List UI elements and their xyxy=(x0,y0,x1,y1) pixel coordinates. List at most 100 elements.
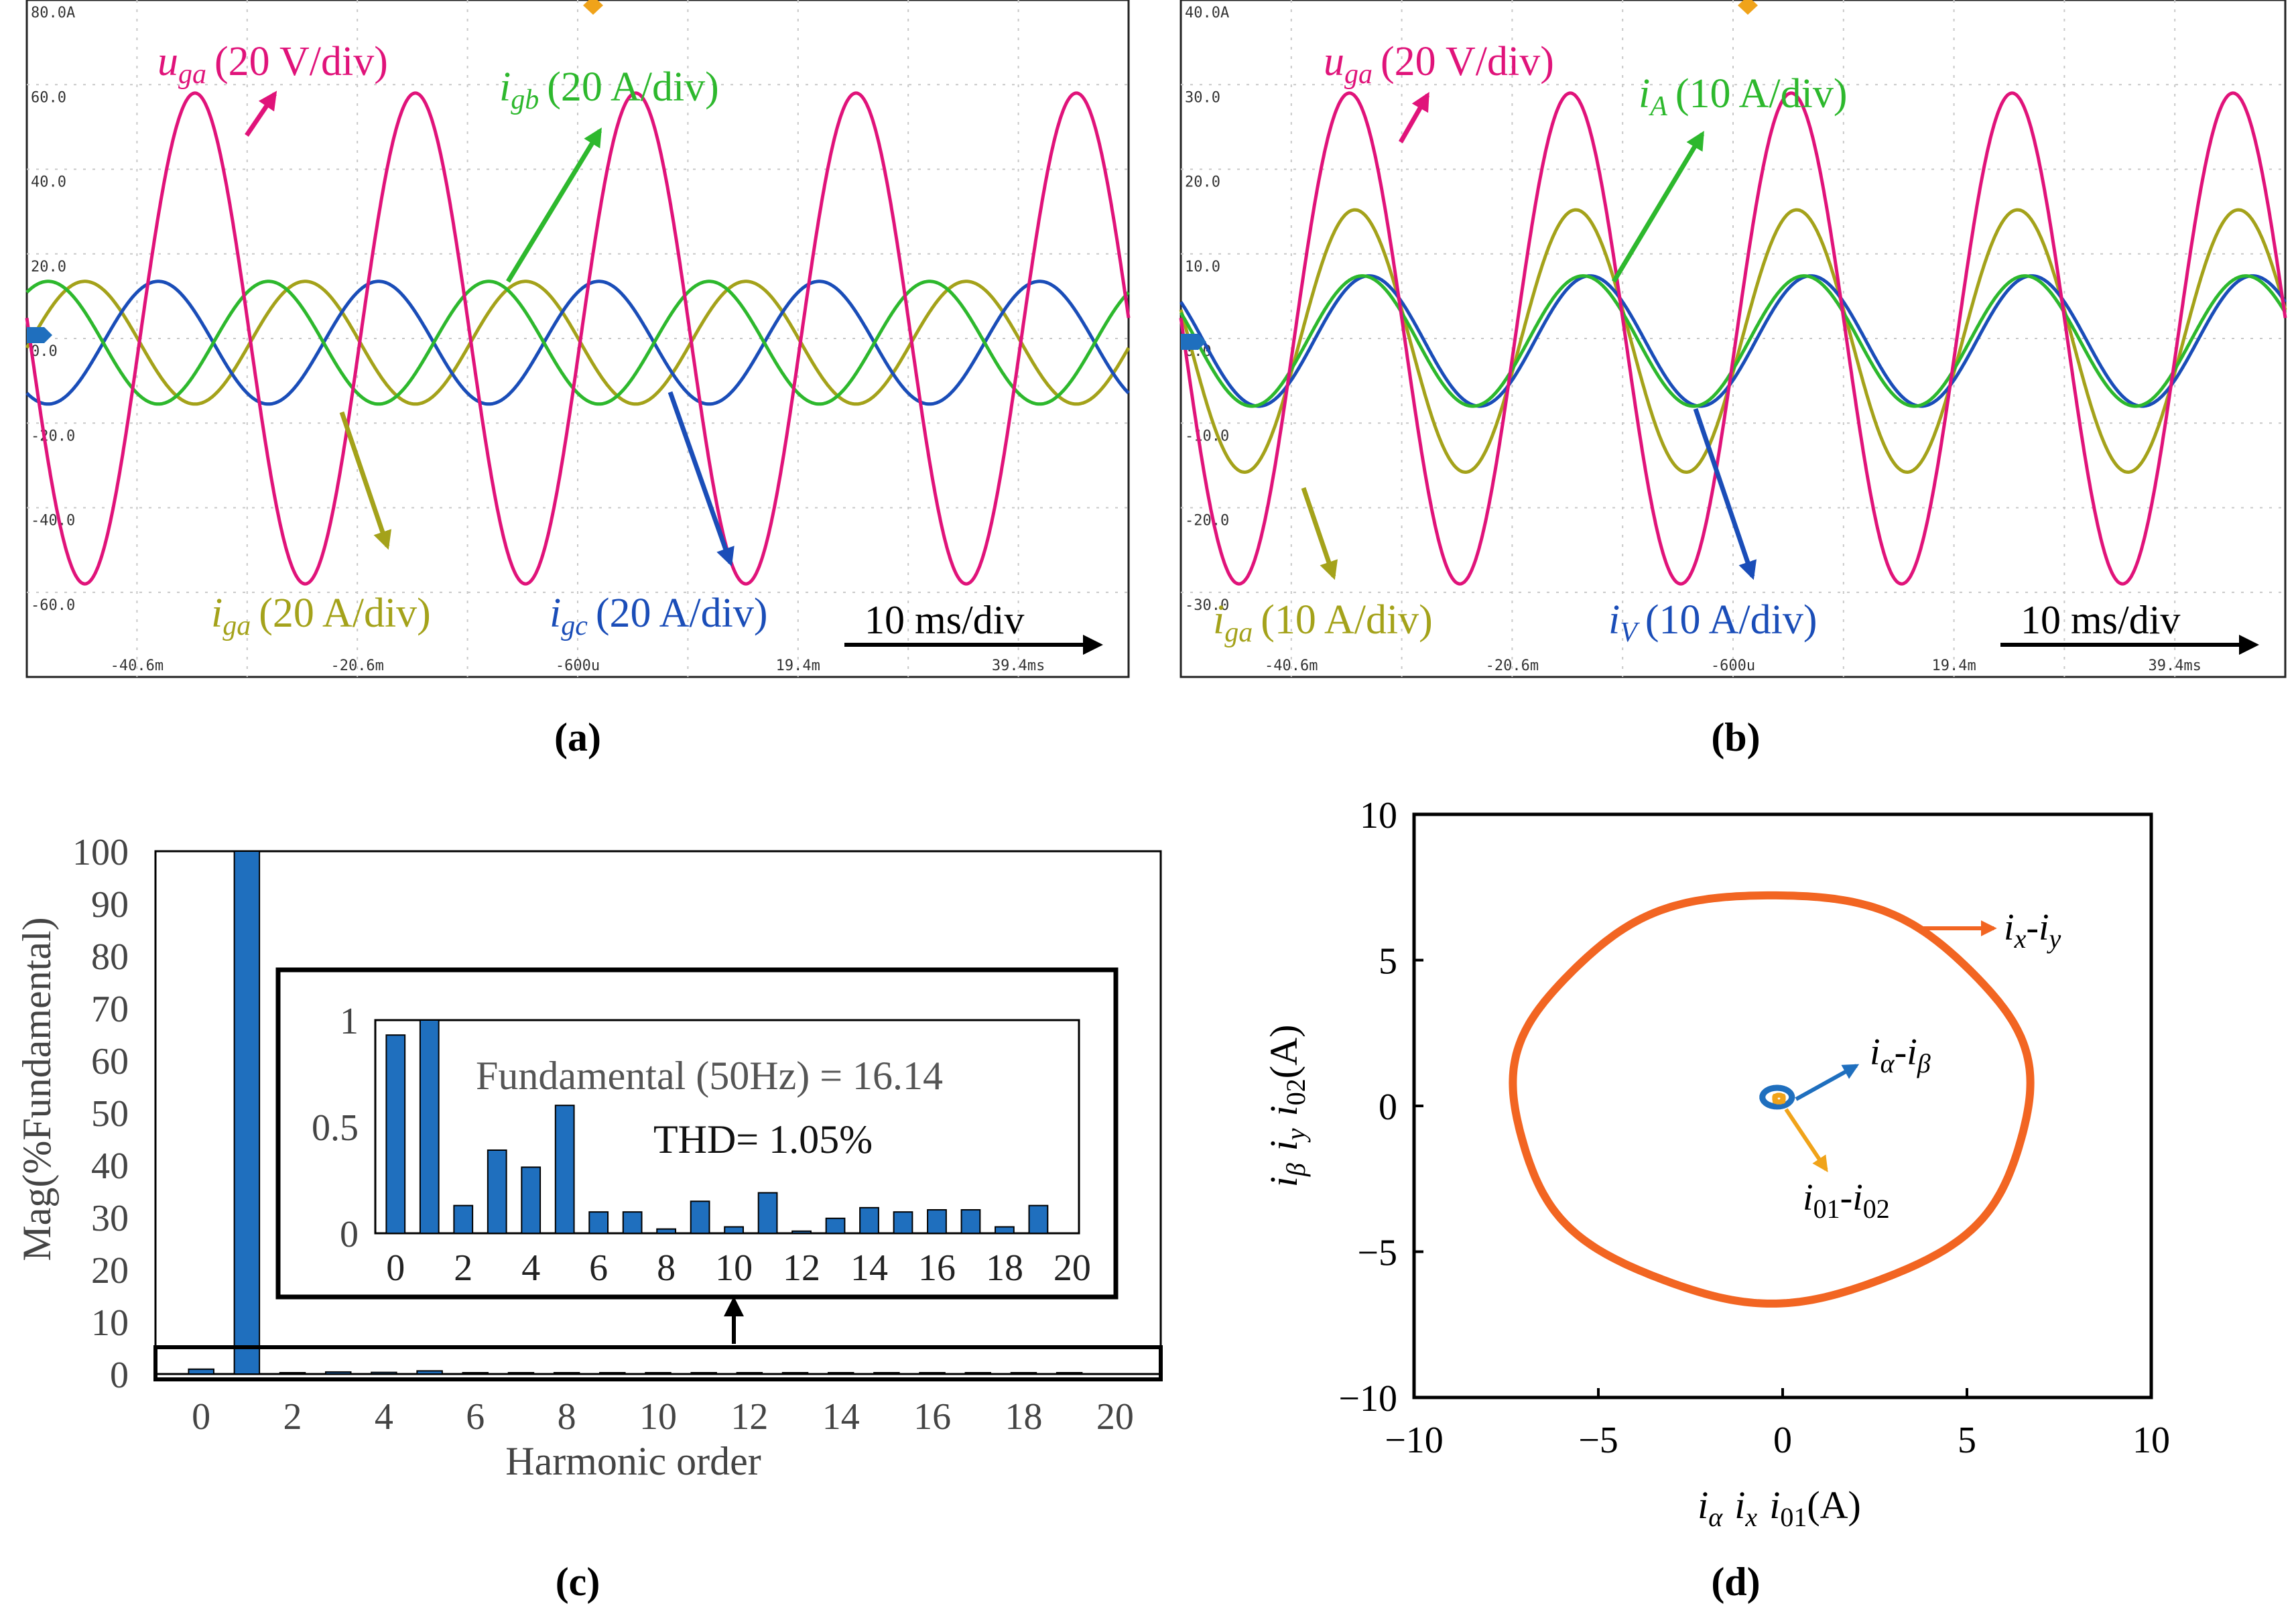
panel-c-bars xyxy=(188,851,1083,1375)
panel-a-x-scale-labels: -40.6m -20.6m -600u 19.4m 39.4ms xyxy=(111,658,1045,674)
panel-b-traces xyxy=(1179,91,2287,586)
panel-b-grid xyxy=(1181,0,2285,677)
panel-a-i-ga-base: i xyxy=(211,590,222,636)
panel-a-i-gc-sub: gc xyxy=(561,611,588,641)
panel-b-i-ga-sub: ga xyxy=(1224,617,1253,648)
panel-c-bar xyxy=(553,1372,580,1375)
panel-a-i-gc-label: igc (20 A/div) xyxy=(550,590,768,641)
panel-b-i-v-label: iV (10 A/div) xyxy=(1608,597,1817,648)
panel-d-x-tick-label: −10 xyxy=(1385,1420,1444,1461)
panel-c-inset-x-tick-label: 8 xyxy=(657,1247,676,1289)
panel-d-xlabel-i1: i xyxy=(1698,1483,1708,1527)
panel-b-x-scale-labels: -40.6m -20.6m -600u 19.4m 39.4ms xyxy=(1265,658,2202,674)
panel-a-i-gb-base: i xyxy=(499,64,511,110)
panel-c-y-axis-label: Mag(%Fundamental) xyxy=(15,917,59,1261)
panel-b-trigger-marker-icon xyxy=(1738,0,1758,15)
panel-d-ialpha-ibeta-label: iα-iβ xyxy=(1870,1032,1931,1078)
panel-a-trigger-marker-icon xyxy=(583,0,603,15)
panel-b-u-ga-unit: (20 V/div) xyxy=(1381,39,1554,84)
panel-a-caption: (a) xyxy=(554,715,601,759)
panel-c-inset-bar xyxy=(859,1206,879,1234)
panel-a-u-ga-base: u xyxy=(157,39,178,84)
panel-d-y-tick-label: 10 xyxy=(1360,795,1397,836)
panel-a-ground-marker-icon xyxy=(27,327,52,343)
panel-c-inset-bar xyxy=(927,1209,947,1235)
panel-b-i-a-sub: A xyxy=(1648,91,1667,122)
a-trace-i-ga xyxy=(25,279,1131,406)
panel-c-inset-bar xyxy=(757,1192,778,1234)
b-y-scale-label: 40.0A xyxy=(1185,5,1229,21)
panel-c-x-tick-label: 6 xyxy=(466,1396,485,1438)
panel-d-ix-iy-label: ix-iy xyxy=(2004,907,2061,954)
panel-d-xlabel-i3: i xyxy=(1769,1483,1780,1527)
panel-d-trajectory-ix-iy xyxy=(1509,891,2035,1308)
panel-d-y-tick-label: 5 xyxy=(1379,941,1397,983)
panel-a-u-ga-unit: (20 V/div) xyxy=(214,39,388,84)
a-y-scale-label: -60.0 xyxy=(31,597,75,614)
panel-d-i01-i02-label: i01-i02 xyxy=(1803,1177,1890,1224)
panel-c-bar xyxy=(599,1372,626,1375)
panel-d-xlabel-i2: i xyxy=(1734,1483,1745,1527)
a-y-scale-label: 0.0 xyxy=(31,343,58,360)
panel-c-inset-bar xyxy=(487,1149,507,1234)
panel-b-i-ga-unit: (10 A/div) xyxy=(1261,597,1433,643)
panel-d-x-tick-label: −5 xyxy=(1578,1420,1618,1461)
panel-b-u-ga-base: u xyxy=(1324,39,1344,84)
panel-c-y-tick-label: 40 xyxy=(91,1145,129,1187)
panel-c-bar xyxy=(736,1372,763,1375)
panel-a-i-gb-sub: gb xyxy=(511,84,539,115)
panel-a-i-gc-base: i xyxy=(550,590,561,636)
panel-d-xlabel-unit: (A) xyxy=(1807,1483,1861,1527)
panel-d-y-axis-label: iβiyi02(A) xyxy=(1262,1025,1311,1188)
panel-d-ialpha-ibeta-base1: i xyxy=(1870,1032,1880,1073)
panel-d-i01-i02-base2: i xyxy=(1852,1177,1863,1219)
panel-d-ylabel-i3: i xyxy=(1262,1105,1305,1116)
panel-c-inset-y-tick-label: 1 xyxy=(340,1001,359,1042)
panel-a-u-ga-arrow xyxy=(245,90,277,137)
panel-c-inset-bar xyxy=(724,1226,744,1234)
panel-d-y-tick-label: −10 xyxy=(1338,1378,1397,1420)
panel-b-i-v-sub: V xyxy=(1620,617,1640,648)
panel-d-ix-iy-sub2: y xyxy=(2047,924,2061,954)
panel-d-ialpha-ibeta-arrow xyxy=(1795,1064,1860,1101)
panel-c-y-tick-label: 70 xyxy=(91,989,129,1030)
b-y-scale-label: -20.0 xyxy=(1185,513,1229,529)
panel-b-i-v-base: i xyxy=(1608,597,1620,643)
panel-d-xlabel-s2: x xyxy=(1744,1502,1757,1532)
panel-d-ylabel-s2: y xyxy=(1281,1128,1311,1143)
a-y-scale-label: -40.0 xyxy=(31,513,75,529)
panel-c-y-tick-label: 30 xyxy=(91,1198,129,1239)
panel-c-inset-x-tick-label: 18 xyxy=(986,1247,1023,1289)
panel-c-inset-x-tick-label: 4 xyxy=(521,1247,540,1289)
panel-d-caption: (d) xyxy=(1711,1560,1760,1604)
panel-c-inset-bar xyxy=(1028,1204,1049,1235)
panel-d-ix-iy-base1: i xyxy=(2004,907,2015,948)
b-y-scale-label: 10.0 xyxy=(1185,259,1220,275)
panel-c-bar xyxy=(324,1371,352,1375)
panel-c-bar xyxy=(1056,1372,1083,1375)
panel-c-x-tick-label: 4 xyxy=(375,1396,393,1438)
panel-b-caption: (b) xyxy=(1711,715,1760,759)
b-trace-u-ga xyxy=(1179,91,2287,586)
panel-a-i-ga-sub: ga xyxy=(222,611,251,641)
panel-c-x-tick-label: 18 xyxy=(1005,1396,1042,1438)
panel-c-y-tick-label: 60 xyxy=(91,1041,129,1082)
a-y-scale-label: 60.0 xyxy=(31,89,66,106)
panel-d-ix-iy-base2: i xyxy=(2039,907,2049,948)
panel-d-i01-i02-sub1: 01 xyxy=(1813,1194,1840,1224)
panel-c-y-tick-label: 50 xyxy=(91,1093,129,1135)
panel-a-u-ga-label: uga (20 V/div) xyxy=(157,39,388,90)
panel-c-inset-bar xyxy=(385,1034,406,1234)
panel-c-zoom-box xyxy=(153,1345,1163,1381)
panel-c-thd-text: THD= 1.05% xyxy=(653,1117,873,1162)
panel-b-u-ga-sub: ga xyxy=(1344,59,1373,90)
panel-a-time-scale: 10 ms/div xyxy=(865,598,1024,642)
b-y-scale-label: 30.0 xyxy=(1185,89,1220,106)
panel-c-inset-x-tick-label: 10 xyxy=(715,1247,753,1289)
panel-a-oscilloscope: 80.0A 60.0 40.0 20.0 0.0 -20.0 -40.0 -60.0 -40.… xyxy=(25,0,1131,678)
panel-c-x-tick-label: 10 xyxy=(639,1396,677,1438)
a-trace-u-ga xyxy=(25,91,1131,586)
panel-c-bar xyxy=(233,851,261,1375)
